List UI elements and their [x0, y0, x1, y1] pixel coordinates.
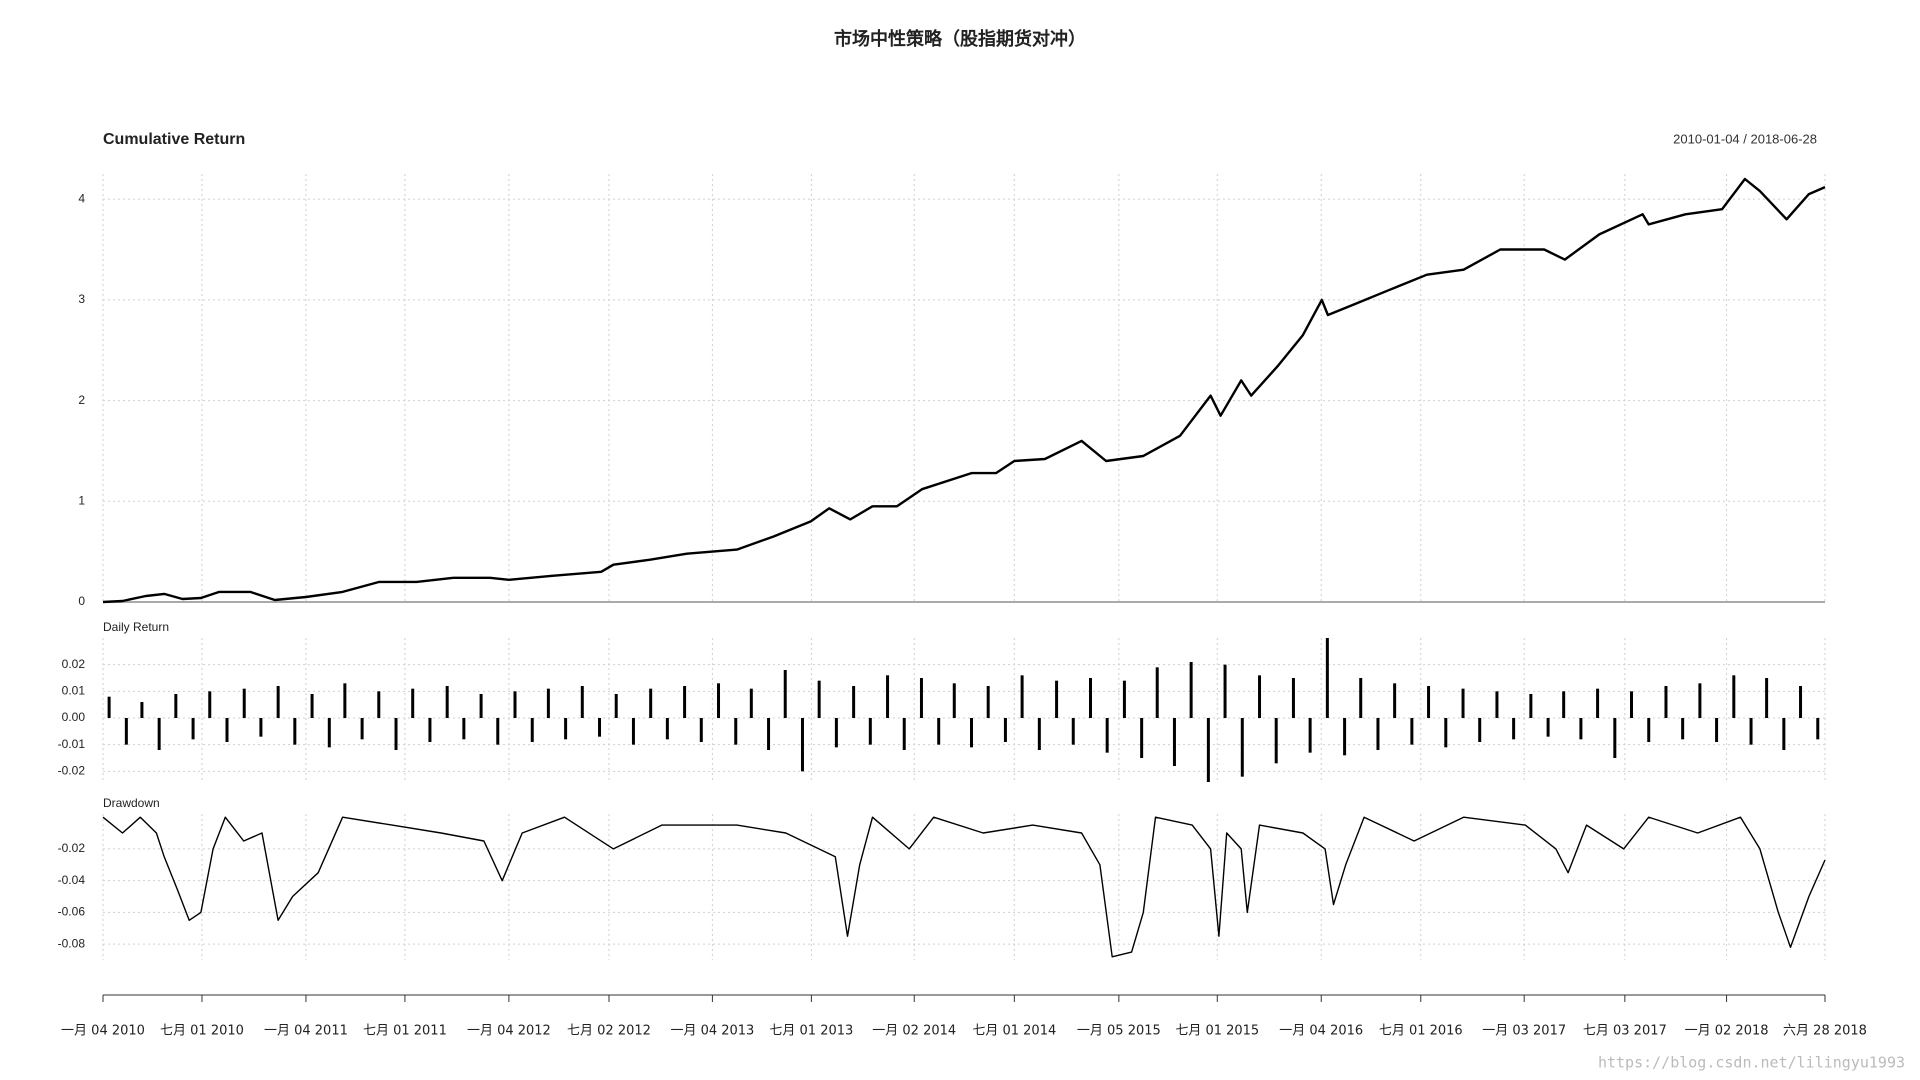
x-tick-label: 七月 03 2017 [1583, 1024, 1667, 1039]
line [102, 816, 1826, 958]
panel-title: Cumulative Return [103, 131, 245, 148]
x-tick-label: 七月 01 2014 [972, 1024, 1056, 1039]
x-tick-label: 七月 01 2013 [769, 1024, 853, 1039]
y-tick-label: 0.00 [62, 710, 86, 724]
panel-title: Drawdown [103, 796, 160, 810]
y-tick-label: -0.04 [58, 873, 86, 887]
x-tick-label: 七月 01 2010 [160, 1024, 244, 1039]
x-tick-label: 一月 04 2013 [670, 1024, 754, 1039]
x-tick-label: 一月 04 2012 [467, 1024, 551, 1039]
x-tick-label: 六月 28 2018 [1783, 1024, 1867, 1039]
y-tick-label: 3 [78, 292, 85, 306]
y-tick-label: -0.02 [58, 841, 86, 855]
x-tick-label: 一月 03 2017 [1482, 1024, 1566, 1039]
y-tick-label: -0.01 [58, 737, 86, 751]
panel-title: Daily Return [103, 620, 169, 634]
x-tick-label: 一月 04 2010 [61, 1024, 145, 1039]
y-tick-label: 2 [78, 393, 85, 407]
y-tick-label: 1 [78, 493, 85, 507]
y-tick-label: -0.02 [58, 764, 86, 778]
watermark: https://blog.csdn.net/lilingyu1993 [1598, 1054, 1905, 1072]
x-tick-label: 一月 04 2016 [1279, 1024, 1363, 1039]
x-tick-label: 一月 02 2014 [872, 1024, 956, 1039]
date-range: 2010-01-04 / 2018-06-28 [1673, 131, 1817, 146]
x-tick-label: 七月 01 2016 [1379, 1024, 1463, 1039]
x-tick-label: 七月 01 2015 [1175, 1024, 1259, 1039]
y-tick-label: -0.08 [58, 936, 86, 950]
y-tick-label: -0.06 [58, 905, 86, 919]
y-tick-label: 4 [78, 191, 85, 205]
line [102, 177, 1826, 604]
x-tick-label: 七月 01 2011 [363, 1024, 447, 1039]
chart-title: 市场中性策略（股指期货对冲） [834, 28, 1086, 50]
y-tick-label: 0 [78, 594, 85, 608]
x-tick-label: 一月 04 2011 [264, 1024, 348, 1039]
x-tick-label: 七月 02 2012 [567, 1024, 651, 1039]
x-tick-label: 一月 02 2018 [1685, 1024, 1769, 1039]
x-tick-label: 一月 05 2015 [1077, 1024, 1161, 1039]
y-tick-label: 0.01 [62, 684, 86, 698]
y-tick-label: 0.02 [62, 657, 86, 671]
